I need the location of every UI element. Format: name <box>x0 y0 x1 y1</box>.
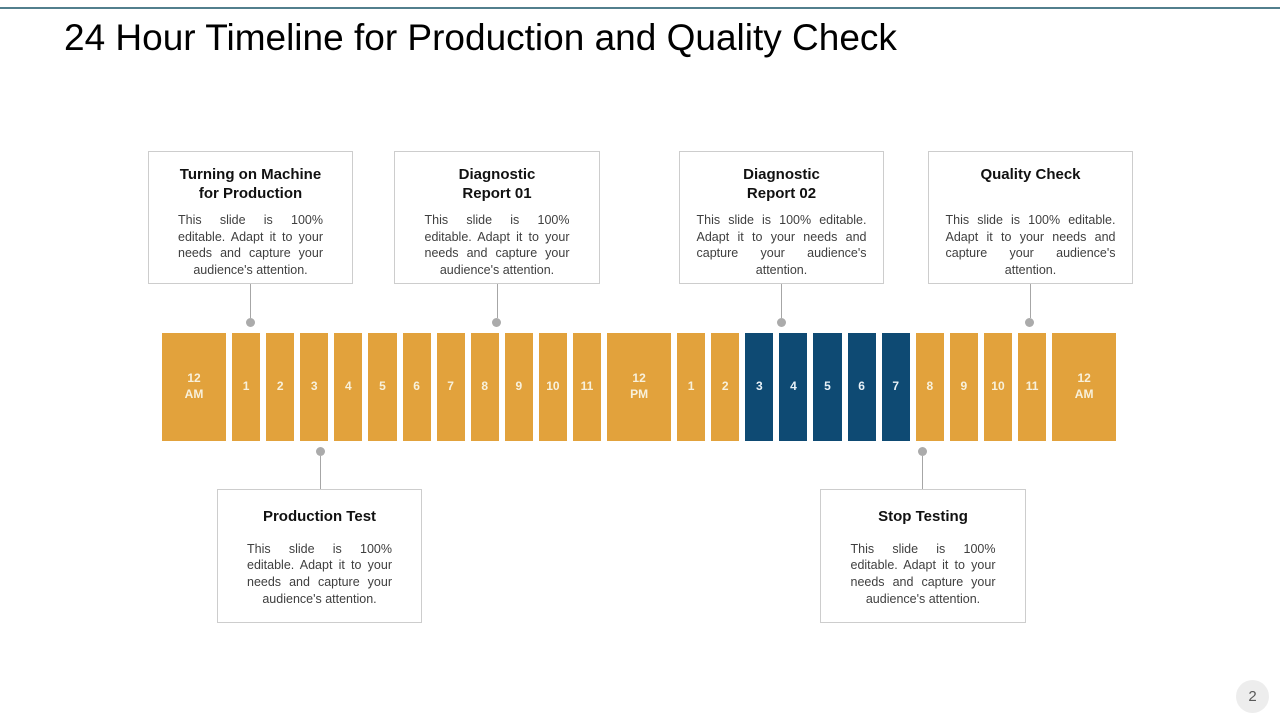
timeline-segment: 7 <box>436 333 465 441</box>
callout-diagnostic-report-02: Diagnostic Report 02 This slide is 100% … <box>679 151 884 284</box>
connector-dot <box>1025 318 1034 327</box>
callout-title: Production Test <box>262 508 377 525</box>
timeline-segment: 4 <box>779 333 808 441</box>
timeline-segment: 9 <box>504 333 533 441</box>
connector-dot <box>492 318 501 327</box>
callout-stop-testing: Stop Testing This slide is 100% editable… <box>820 489 1026 623</box>
callout-title: Diagnostic Report 02 <box>743 166 820 202</box>
callout-title: Diagnostic Report 01 <box>458 166 536 202</box>
timeline-segment: 5 <box>813 333 842 441</box>
connector-line <box>922 456 923 489</box>
timeline-segment: 7 <box>881 333 910 441</box>
callout-title: Quality Check <box>980 166 1081 183</box>
connector-line <box>250 284 251 318</box>
timeline-segment: 3 <box>745 333 774 441</box>
timeline-bar: 12 AM 1 2 3 4 5 6 7 8 9 10 11 12 PM 1 2 … <box>162 333 1117 441</box>
timeline-segment: 12 PM <box>607 333 672 441</box>
timeline-segment: 4 <box>334 333 363 441</box>
timeline-segment: 5 <box>368 333 397 441</box>
callout-body: This slide is 100% editable. Adapt it to… <box>850 541 996 606</box>
timeline-segment: 8 <box>470 333 499 441</box>
connector-dot <box>316 447 325 456</box>
timeline-segment: 1 <box>232 333 261 441</box>
timeline-segment: 12 AM <box>162 333 227 441</box>
connector-dot <box>777 318 786 327</box>
connector-line <box>320 456 321 489</box>
connector-line <box>781 284 782 318</box>
timeline-segment: 3 <box>300 333 329 441</box>
callout-title: Stop Testing <box>878 508 968 525</box>
callout-body: This slide is 100% editable. Adapt it to… <box>247 541 392 606</box>
timeline-segment: 10 <box>983 333 1013 441</box>
connector-line <box>1030 284 1031 318</box>
timeline-segment: 1 <box>677 333 706 441</box>
timeline-segment: 11 <box>1018 333 1047 441</box>
timeline-segment: 12 AM <box>1052 333 1117 441</box>
slide-title: 24 Hour Timeline for Production and Qual… <box>64 17 897 58</box>
connector-line <box>497 284 498 318</box>
callout-production-test: Production Test This slide is 100% edita… <box>217 489 422 623</box>
callout-body: This slide is 100% editable. Adapt it to… <box>696 213 867 277</box>
timeline-segment: 2 <box>266 333 295 441</box>
callout-title: Turning on Machine for Production <box>179 166 322 202</box>
callout-body: This slide is 100% editable. Adapt it to… <box>424 213 570 277</box>
timeline-segment: 6 <box>402 333 431 441</box>
timeline-segment: 6 <box>847 333 876 441</box>
top-accent-line <box>0 7 1280 9</box>
timeline-segment: 11 <box>572 333 602 441</box>
timeline-segment: 9 <box>949 333 978 441</box>
connector-dot <box>918 447 927 456</box>
timeline-segment: 2 <box>711 333 740 441</box>
callout-quality-check: Quality Check This slide is 100% editabl… <box>928 151 1133 284</box>
callout-body: This slide is 100% editable. Adapt it to… <box>178 213 323 277</box>
callout-turning-on-machine: Turning on Machine for Production This s… <box>148 151 353 284</box>
callout-body: This slide is 100% editable. Adapt it to… <box>945 213 1116 277</box>
connector-dot <box>246 318 255 327</box>
page-number-badge: 2 <box>1236 680 1269 713</box>
timeline-segment: 10 <box>538 333 567 441</box>
callout-diagnostic-report-01: Diagnostic Report 01 This slide is 100% … <box>394 151 600 284</box>
timeline-segment: 8 <box>915 333 944 441</box>
